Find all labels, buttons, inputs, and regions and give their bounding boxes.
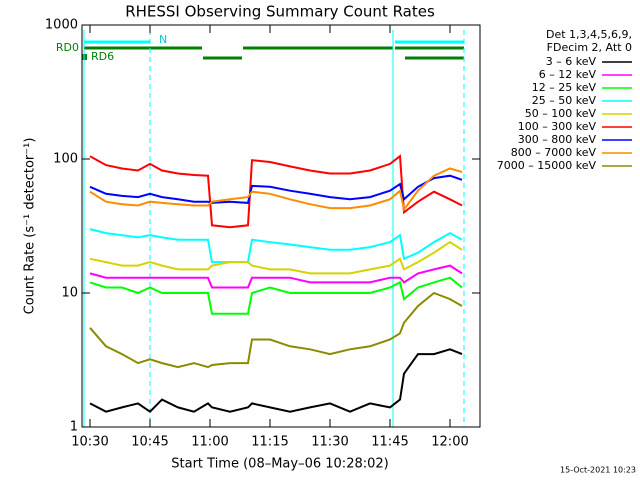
legend-label: 7000 – 15000 keV [497, 159, 597, 172]
legend-title: Det 1,3,4,5,6,9, [546, 28, 632, 41]
annotation-rd0: RD0 [56, 41, 79, 54]
x-tick-label: 10:45 [131, 435, 168, 450]
annotation-n: N [159, 33, 167, 46]
x-axis-label: Start Time (08–May–06 10:28:02) [171, 457, 388, 472]
series-line [89, 174, 463, 204]
legend-label: 300 – 800 keV [518, 133, 597, 146]
series-line [89, 264, 463, 289]
series-line [89, 291, 463, 369]
x-tick-label: 11:30 [311, 435, 348, 450]
x-tick-label: 10:30 [71, 435, 108, 450]
chart-title: RHESSI Observing Summary Count Rates [125, 3, 435, 21]
y-tick-label: 1 [70, 420, 78, 435]
status-bars: N RD0 RD6 [56, 30, 465, 427]
legend-label: 100 – 300 keV [518, 120, 597, 133]
x-tick-label: 12:00 [431, 435, 468, 450]
y-axis-label: Count Rate (s⁻¹ detector⁻¹) [23, 138, 38, 315]
legend-label: 12 – 25 keV [532, 81, 597, 94]
legend-label: 3 – 6 keV [546, 55, 597, 68]
series-line [89, 348, 463, 413]
annotation-rd6: RD6 [91, 50, 114, 63]
plot-area [89, 154, 463, 413]
y-tick-label: 1000 [45, 18, 78, 33]
series-line [89, 276, 463, 315]
footer: 15-Oct-2021 10:23 [560, 466, 636, 475]
series-line [89, 240, 463, 275]
legend-label: 6 – 12 keV [539, 68, 597, 81]
x-tick-label: 11:00 [191, 435, 228, 450]
legend-label: 25 – 50 keV [532, 94, 597, 107]
series-line [89, 228, 463, 264]
x-tick-label: 11:15 [251, 435, 288, 450]
legend-label: 50 – 100 keV [525, 107, 597, 120]
y-tick-label: 10 [61, 286, 78, 301]
y-tick-label: 100 [53, 152, 78, 167]
series-line [89, 167, 463, 212]
x-tick-label: 11:45 [371, 435, 408, 450]
legend-title: FDecim 2, Att 0 [547, 41, 632, 54]
legend-label: 800 – 7000 keV [511, 146, 597, 159]
axes-frame [81, 24, 481, 428]
